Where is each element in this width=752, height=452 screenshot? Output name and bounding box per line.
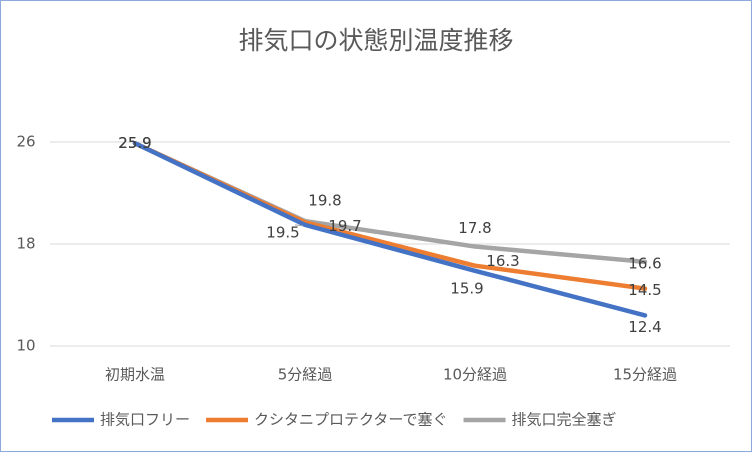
- y-tick-label: 26: [16, 133, 35, 151]
- data-label: 15.9: [450, 279, 483, 297]
- data-label: 25.9: [118, 134, 151, 152]
- data-label: 17.8: [458, 219, 491, 237]
- data-label: 16.6: [628, 254, 661, 272]
- data-label: 16.3: [486, 252, 519, 270]
- data-label: 14.5: [628, 281, 661, 299]
- y-tick-label: 10: [16, 337, 35, 355]
- data-label: 19.7: [328, 217, 361, 235]
- x-tick-label: 10分経過: [443, 366, 507, 384]
- x-tick-label: 初期水温: [105, 366, 165, 384]
- x-tick-label: 15分経過: [613, 366, 677, 384]
- series-line: [132, 141, 648, 318]
- y-tick-label: 18: [16, 235, 35, 253]
- data-label: 12.4: [628, 318, 661, 336]
- legend-label: 排気口完全塞ぎ: [512, 411, 617, 429]
- data-label: 19.8: [308, 192, 341, 210]
- data-label: 25.9: [118, 134, 151, 152]
- legend-label: 排気口フリー: [100, 411, 190, 429]
- leader-line: [294, 224, 304, 227]
- legend-label: クシタニプロテクターで塞ぐ: [254, 411, 448, 429]
- chart-title: 排気口の状態別温度推移: [238, 26, 513, 55]
- x-tick-label: 5分経過: [278, 366, 333, 384]
- data-label: 19.5: [266, 223, 299, 241]
- data-label: 25.9: [118, 134, 151, 152]
